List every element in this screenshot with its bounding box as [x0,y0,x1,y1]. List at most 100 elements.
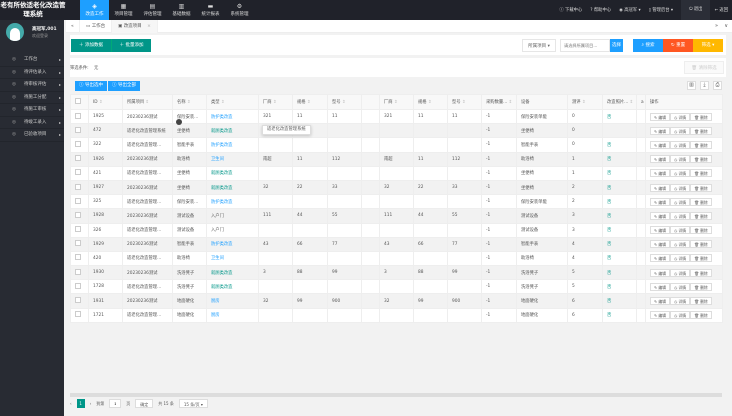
admin-menu[interactable]: ▯ 管理后台 ▾ [648,8,674,13]
detail-button[interactable]: ◷ 详情 [669,211,691,220]
project-select[interactable]: 所属项目 ▾ [522,39,556,52]
detail-button[interactable]: ◷ 详情 [669,254,691,263]
row-checkbox[interactable] [70,123,89,139]
topnav-item[interactable]: ◈ 改造工作 [80,0,109,20]
sort-icon[interactable]: ⇕ [628,100,634,105]
sort-icon[interactable]: ⇕ [219,100,225,105]
sort-icon[interactable]: ⇕ [340,100,346,105]
edit-button[interactable]: ✎ 编辑 [650,297,670,306]
user-menu[interactable]: ◉ 高冠军 ▾ [619,8,641,13]
sidebar-item[interactable]: ◎ 已验收项目 ▸ [0,129,64,142]
column-header[interactable]: 所属项目 ⇕ [122,94,173,110]
edit-button[interactable]: ✎ 编辑 [650,183,670,192]
project-search-input[interactable] [560,39,610,52]
topnav-item[interactable]: ▬ 统计报表 [196,0,225,20]
row-checkbox[interactable] [70,179,89,196]
sort-icon[interactable]: ⇕ [185,100,191,105]
column-header[interactable]: 类型 ⇕ [206,94,259,110]
row-checkbox[interactable] [70,250,89,267]
sort-icon[interactable]: ⇕ [144,100,150,105]
edit-button[interactable]: ✎ 编辑 [650,169,670,178]
delete-button[interactable]: 🗑 删除 [690,282,712,291]
collapse-icon[interactable]: « [66,20,80,33]
column-header[interactable]: 改造照片... ⇕ [602,94,637,110]
sidebar-item[interactable]: ◎ 待评估录入 ▸ [0,67,64,79]
goto-page-input[interactable] [109,399,122,408]
row-checkbox[interactable] [70,265,89,281]
column-header[interactable]: 名称 ⇕ [172,94,207,110]
row-checkbox[interactable] [70,108,89,125]
column-header[interactable]: 规格 ⇕ [292,94,328,110]
sidebar-item[interactable]: ◎ 待竣工录入 ▸ [0,117,64,129]
sort-icon[interactable]: ⇕ [97,99,103,105]
edit-button[interactable]: ✎ 编辑 [650,240,670,249]
column-header[interactable]: 型号 ⇕ [327,94,362,110]
close-icon[interactable]: × [147,24,151,29]
row-checkbox[interactable] [70,307,89,323]
sort-icon[interactable]: ⇕ [426,100,432,105]
column-header[interactable]: 型号 ⇕ [447,94,482,110]
delete-button[interactable]: 🗑 删除 [690,254,712,263]
sidebar-item[interactable]: ◎ 工作台 ▸ [0,54,64,67]
edit-button[interactable]: ✎ 编辑 [650,311,670,320]
choose-button[interactable]: 选择 [610,39,623,52]
edit-button[interactable]: ✎ 编辑 [650,140,670,149]
sort-icon[interactable]: ⇕ [271,100,277,105]
search-button[interactable]: ⌕ 搜索 [633,39,663,52]
delete-button[interactable]: 🗑 删除 [690,112,712,121]
detail-button[interactable]: ◷ 详情 [669,311,691,320]
row-checkbox[interactable] [70,151,89,167]
column-header[interactable]: 厂商 ⇕ [258,94,293,110]
delete-button[interactable]: 🗑 删除 [690,311,712,320]
delete-button[interactable]: 🗑 删除 [690,155,712,164]
print-icon[interactable]: ⎙ [713,81,722,90]
export-icon[interactable]: ⤓ [700,81,709,90]
sidebar-item[interactable]: ◎ 待施工分配 ▸ [0,92,64,104]
detail-button[interactable]: ◷ 详情 [669,282,691,291]
chevron-down-icon[interactable]: ∨ [724,23,728,29]
topnav-item[interactable]: ▦ 项目管理 [109,0,138,20]
column-header[interactable]: 采购数量... ⇕ [481,94,517,110]
detail-button[interactable]: ◷ 详情 [669,140,691,149]
column-header[interactable]: ID ⇕ [88,94,123,110]
detail-button[interactable]: ◷ 详情 [669,155,691,164]
column-header[interactable]: 测评 ⇕ [567,94,603,110]
delete-button[interactable]: 🗑 删除 [690,268,712,277]
reset-button[interactable]: ↻ 重置 [663,39,693,52]
edit-button[interactable]: ✎ 编辑 [650,112,670,121]
row-checkbox[interactable] [70,293,89,309]
row-checkbox[interactable] [70,208,89,224]
logout-button[interactable]: ⏻ 退出 [681,0,711,20]
detail-button[interactable]: ◷ 详情 [669,126,691,135]
row-checkbox[interactable] [70,194,89,210]
topnav-item[interactable]: ▤ 评估管理 [138,0,167,20]
back-button[interactable]: ← 返回 [714,8,728,13]
download-center-link[interactable]: ⓘ 下载中心 [559,8,583,13]
export-all-button[interactable]: ⓘ 导出全部 [108,81,140,91]
row-checkbox[interactable] [70,236,89,252]
sort-icon[interactable]: ⇕ [580,100,586,105]
edit-button[interactable]: ✎ 编辑 [650,126,670,135]
sidebar-item[interactable]: ◎ 待审核评估 ▸ [0,79,64,92]
next-tabs-icon[interactable]: » [714,23,718,29]
row-checkbox[interactable] [70,165,89,181]
delete-button[interactable]: 🗑 删除 [690,297,712,306]
per-page-select[interactable]: 15 条/页 ▾ [178,399,208,408]
tab-project[interactable]: ▣ 改造项目 × [112,20,158,33]
edit-button[interactable]: ✎ 编辑 [650,268,670,277]
detail-button[interactable]: ◷ 详情 [669,268,691,277]
sort-icon[interactable]: ⇕ [460,100,466,105]
detail-button[interactable]: ◷ 详情 [669,297,691,306]
delete-button[interactable]: 🗑 删除 [690,126,712,135]
confirm-button[interactable]: 确定 [135,399,154,408]
add-data-button[interactable]: ＋ 添加数据 [71,39,111,52]
delete-button[interactable]: 🗑 删除 [690,169,712,178]
detail-button[interactable]: ◷ 详情 [669,197,691,206]
delete-button[interactable]: 🗑 删除 [690,197,712,206]
edit-button[interactable]: ✎ 编辑 [650,254,670,263]
edit-button[interactable]: ✎ 编辑 [650,155,670,164]
row-checkbox[interactable] [70,279,89,295]
sort-icon[interactable]: ⇕ [392,100,398,105]
detail-button[interactable]: ◷ 详情 [669,112,691,121]
sort-icon[interactable]: ⇕ [507,100,513,105]
